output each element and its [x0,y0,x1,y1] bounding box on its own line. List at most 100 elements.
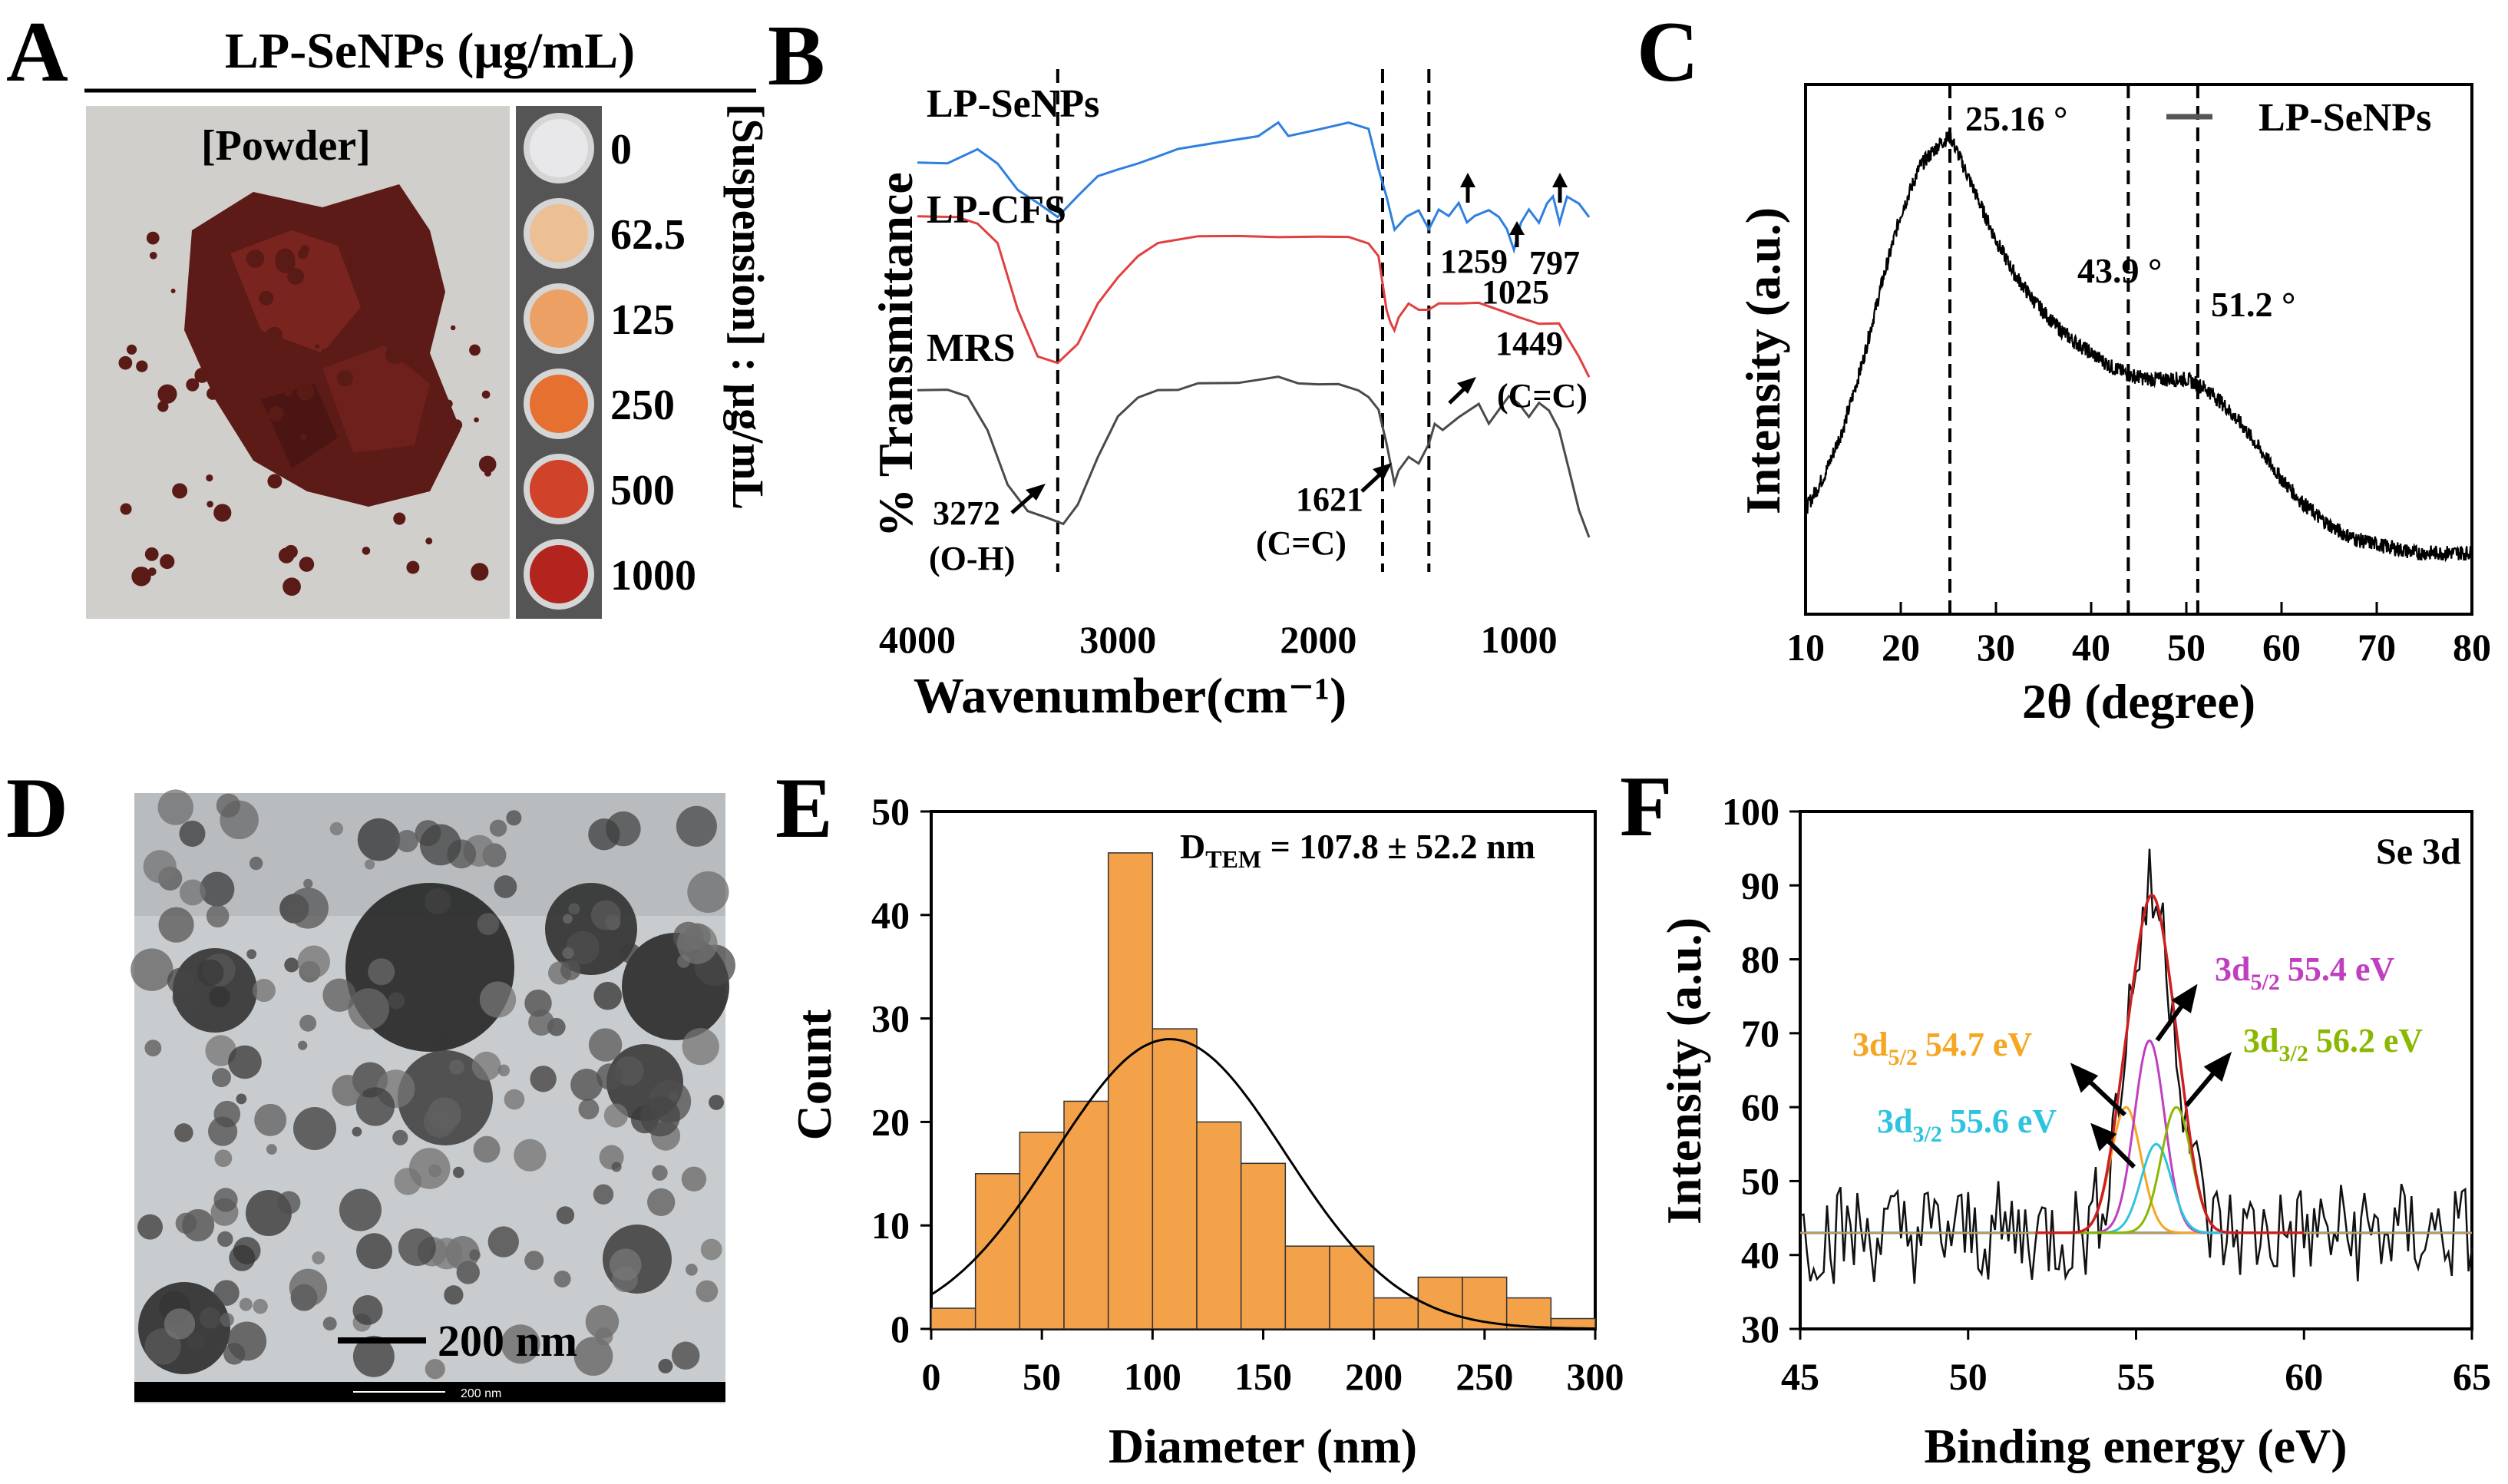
powder-crumb [382,461,392,471]
hist-bar-180 [1329,1245,1375,1330]
powder-crumb [126,344,137,355]
tem-particle [609,1248,642,1281]
powder-crumb [213,504,232,522]
powder-crumb [425,537,433,545]
hist-bar-240 [1462,1276,1508,1330]
powder-crumb [385,345,405,365]
tem-particle [477,913,500,935]
ftir-dashed-lines [1056,69,1431,572]
concentration-1: 62.5 [610,211,686,259]
xrd-peak-lines [1948,84,2199,614]
panel-e: E 0 50 100 150 200 250 300 0 10 20 30 40 50 Count Di… [775,761,1624,1473]
tem-particle [187,1331,205,1350]
tem-particle [357,818,401,861]
tem-particle [514,1139,547,1172]
xrd-legend-label: LP-SeNPs [2259,96,2431,140]
xps-arrows [2070,983,2232,1169]
tem-particle [213,1280,240,1306]
powder-crumb [278,362,292,376]
powder-crumb [157,401,169,412]
concentration-labels: 0 62.5 125 250 500 1000 [610,126,696,600]
powder-crumb [315,343,320,349]
xrd-xlabel: 2θ (degree) [2022,674,2255,729]
tem-particle [339,1188,382,1231]
tem-particle [423,1105,456,1138]
tem-particle [217,1231,233,1248]
tem-particle [682,1028,719,1066]
powder-crumb [284,388,293,397]
ann-3272: 3272 [933,494,1000,532]
ftir-line-lp-senps [917,121,1591,254]
concentration-0: 0 [610,126,632,174]
xrd-tick-80: 80 [2453,626,2491,669]
hist-bar-60 [1063,1100,1109,1330]
xrd-xticks: 10 20 30 40 50 60 70 80 [1786,602,2491,669]
tem-particle [299,1014,317,1032]
tem-particle [200,871,235,907]
powder-crumb [199,331,216,349]
tem-particle [395,829,418,853]
xps-ytick-100: 100 [1722,790,1779,833]
tem-particle [249,856,263,871]
tem-particle [570,1069,603,1101]
powder-crumb [336,370,354,387]
powder-crumb [278,547,295,564]
xrd-tick-30: 30 [1977,626,2015,669]
powder-crumb [297,249,308,259]
tem-particle [709,1094,725,1110]
powder-crumb [300,434,307,441]
powder-crumb [268,405,284,421]
powder-crumb [362,547,371,555]
hist-xtick-250: 250 [1456,1355,1513,1398]
tem-particle [563,914,573,924]
powder-crumbs [118,231,497,597]
tem-particle [164,1308,196,1340]
tem-particle [157,789,193,825]
tem-particle [297,945,330,978]
xps-ytick-60: 60 [1741,1086,1779,1129]
tem-particle [254,1103,287,1136]
tem-particle [473,1135,501,1163]
tem-scale-label: 200 nm [438,1316,577,1366]
xps-series [1799,848,2473,1284]
tem-particle [143,850,177,884]
tem-particle [209,986,230,1008]
ftir-ylabel: % Transmittance [868,172,923,537]
ann-1025: 1025 [1482,273,1549,311]
powder-crumb [406,560,420,574]
tem-particle [560,960,581,980]
powder-crumb [160,554,175,570]
tem-particle [352,1335,395,1377]
hist-xtick-50: 50 [1023,1355,1061,1398]
hist-bar-160 [1284,1245,1330,1330]
tem-particle [174,1123,193,1142]
ftir-tick-3000: 3000 [1079,618,1156,661]
ftir-tick-2000: 2000 [1280,618,1356,661]
panel-d-letter: D [6,761,68,856]
tem-particle [585,1304,620,1339]
tem-particle [425,1359,445,1380]
powder-crumb [368,288,376,296]
tem-particle [179,820,206,847]
xps-label: Se 3d [2376,831,2461,872]
xps-xtick-60: 60 [2285,1355,2323,1398]
well-1 [530,204,588,263]
powder-crumb [120,503,132,515]
xps-comp-label-1: 3d5/2 54.7 eV [1852,1026,2032,1070]
panel-d: D 200 nm 200 nm [6,761,735,1403]
xps-ytick-50: 50 [1741,1159,1779,1202]
ftir-label-mrs: MRS [927,326,1016,370]
hist-ytick-0: 0 [891,1307,910,1350]
tem-particle [562,947,574,960]
panel-e-letter: E [775,761,833,856]
tem-particle [246,949,257,960]
hist-bar-100 [1152,1028,1198,1330]
tem-particle [611,1162,622,1172]
tem-particle [329,821,344,836]
ftir-label-lpsenps: LP-SeNPs [927,82,1099,126]
tem-particle [408,1148,451,1189]
hist-ylabel: Count [787,1009,841,1140]
hist-ytick-20: 20 [871,1100,910,1143]
hist-xtick-200: 200 [1345,1355,1403,1398]
tem-particle [556,1206,575,1225]
